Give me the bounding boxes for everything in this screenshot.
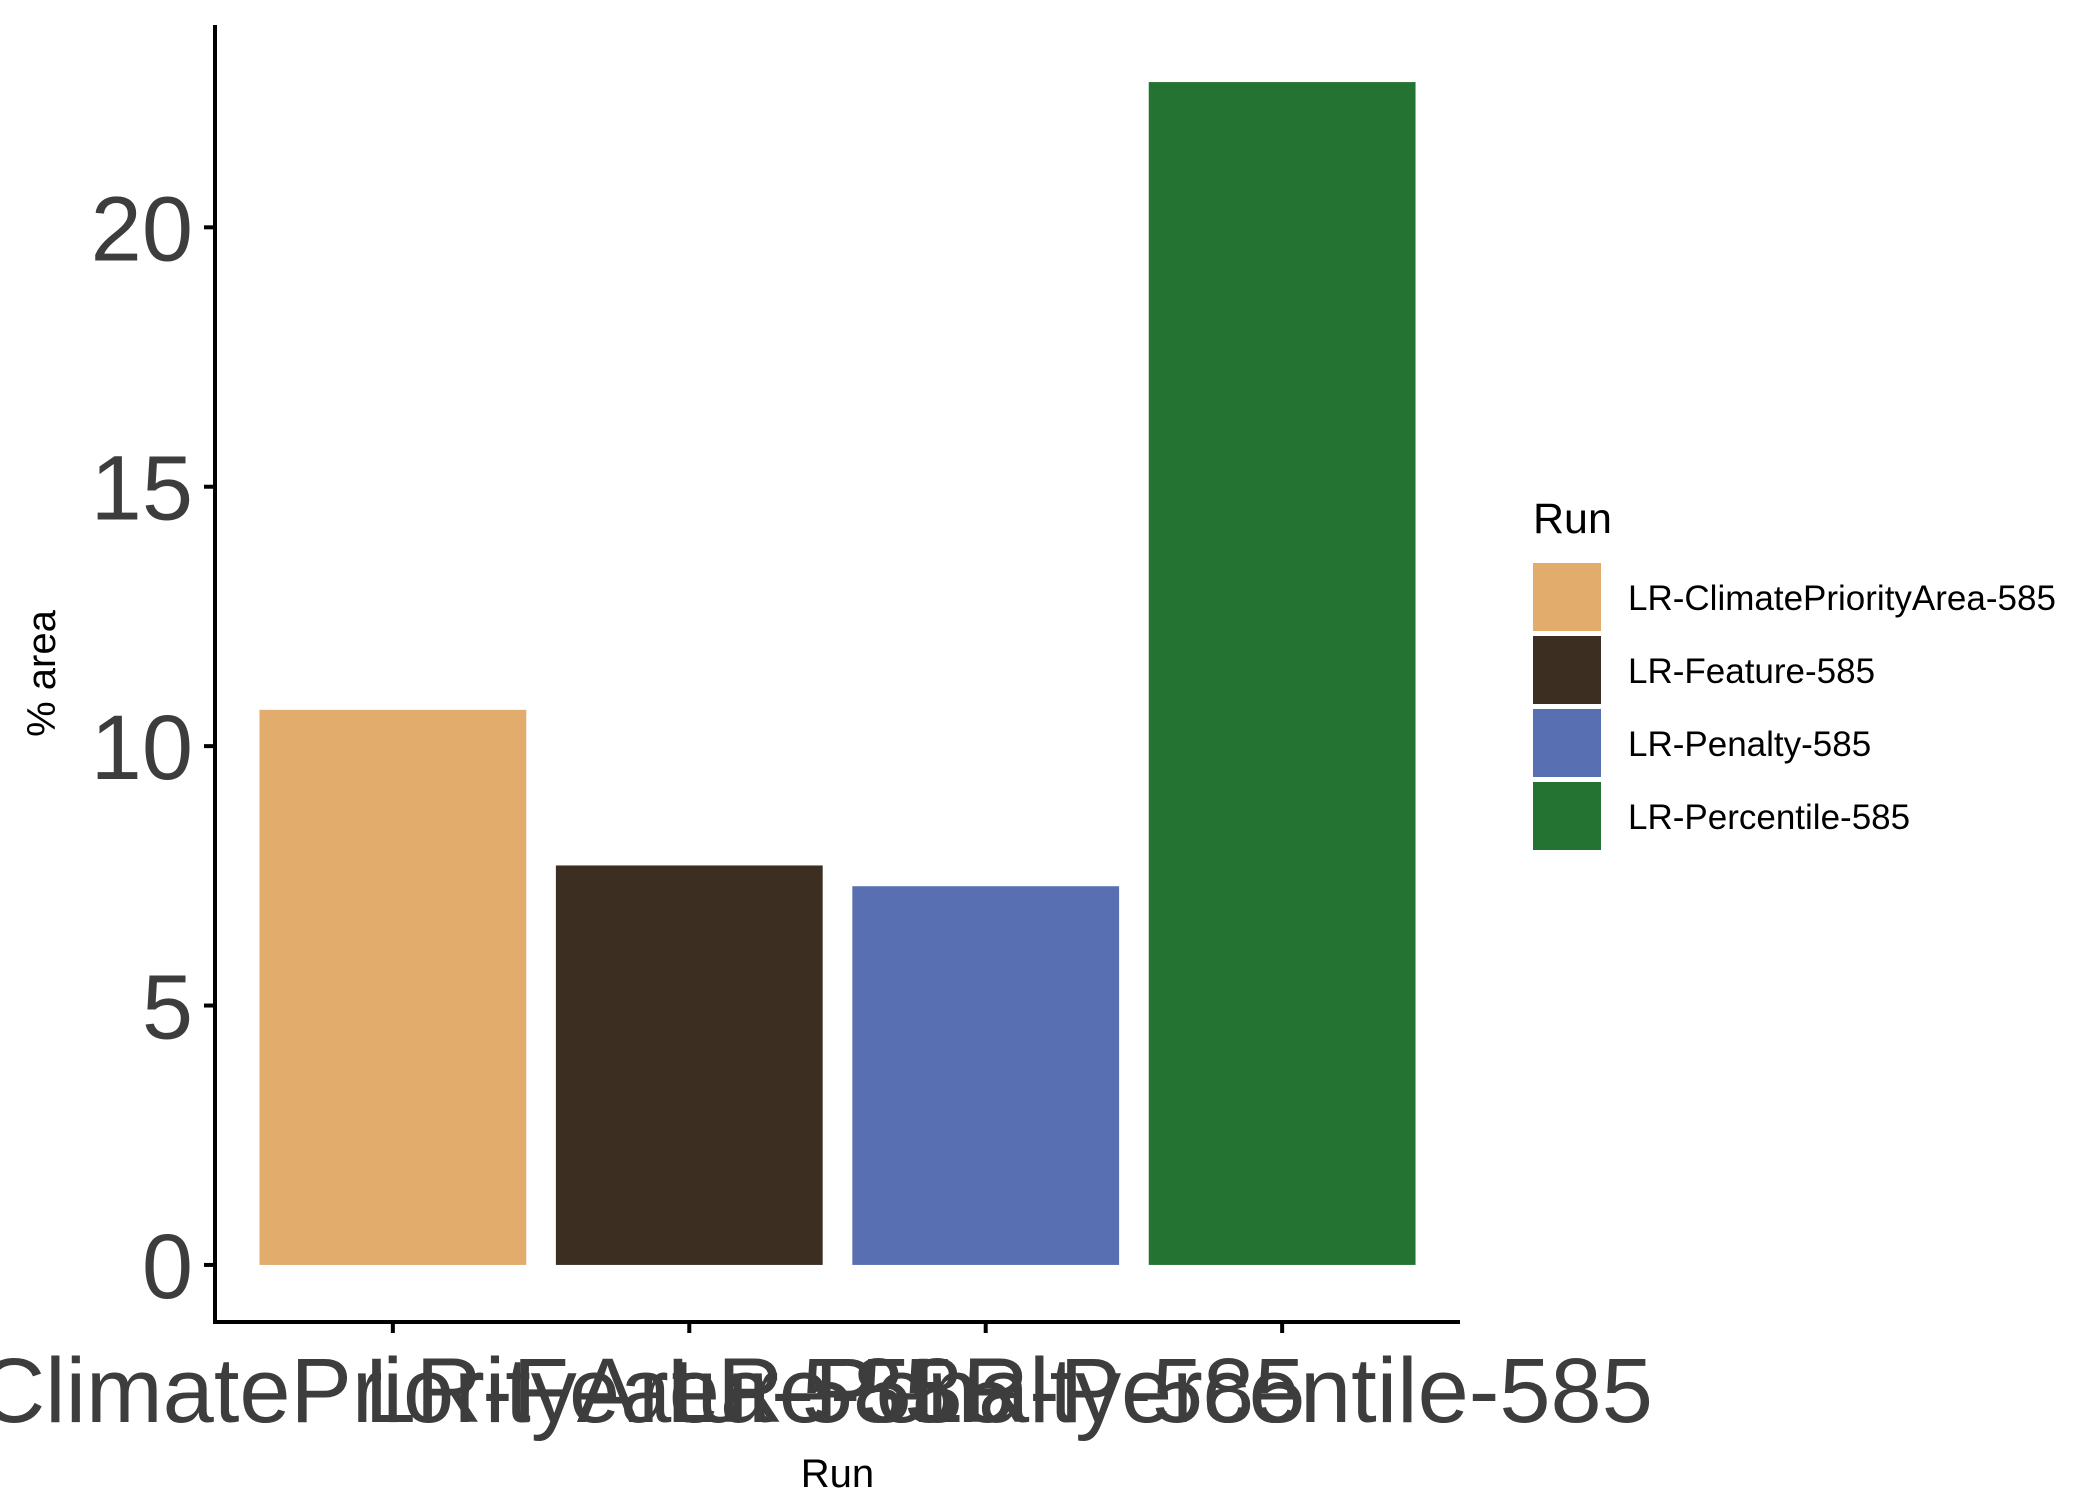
x-tick-label: LR-Penalty-585 — [666, 1340, 1305, 1442]
x-axis-title: Run — [801, 1452, 874, 1496]
bar-2 — [555, 865, 823, 1265]
y-tick-label: 5 — [142, 957, 193, 1059]
x-tick-label: LR-Percentile-585 — [911, 1340, 1652, 1442]
y-tick-label: 15 — [91, 438, 193, 540]
y-ticks-group: 0 5 10 15 20 — [91, 178, 215, 1318]
legend-label-3: LR-Penalty-585 — [1628, 725, 1871, 764]
y-tick-label: 0 — [142, 1216, 193, 1318]
bar-4 — [1148, 82, 1416, 1265]
legend-swatch-2 — [1533, 636, 1601, 704]
y-tick-label: 20 — [91, 178, 193, 280]
x-tick-label: LR-Feature-585 — [365, 1340, 1014, 1442]
legend-label-1: LR-ClimatePriorityArea-585 — [1628, 579, 2056, 618]
legend-label-4: LR-Percentile-585 — [1628, 798, 1910, 837]
legend: Run LR-ClimatePriorityArea-585 LR-Feature… — [1533, 495, 2056, 850]
axes-group — [213, 25, 1460, 1324]
bar-1 — [259, 709, 527, 1265]
y-axis-title: % area — [20, 609, 64, 736]
bar-3 — [852, 886, 1120, 1265]
x-ticks-group: LR-ClimatePriorityArea-585LR-Feature-585… — [0, 1322, 1653, 1442]
legend-swatch-1 — [1533, 563, 1601, 631]
y-tick-label: 10 — [91, 697, 193, 799]
x-tick-label: LR-ClimatePriorityArea-585 — [0, 1340, 955, 1442]
legend-label-2: LR-Feature-585 — [1628, 652, 1875, 691]
legend-swatch-3 — [1533, 709, 1601, 777]
legend-swatch-4 — [1533, 782, 1601, 850]
legend-title: Run — [1533, 495, 1612, 543]
bars-group — [259, 82, 1416, 1265]
